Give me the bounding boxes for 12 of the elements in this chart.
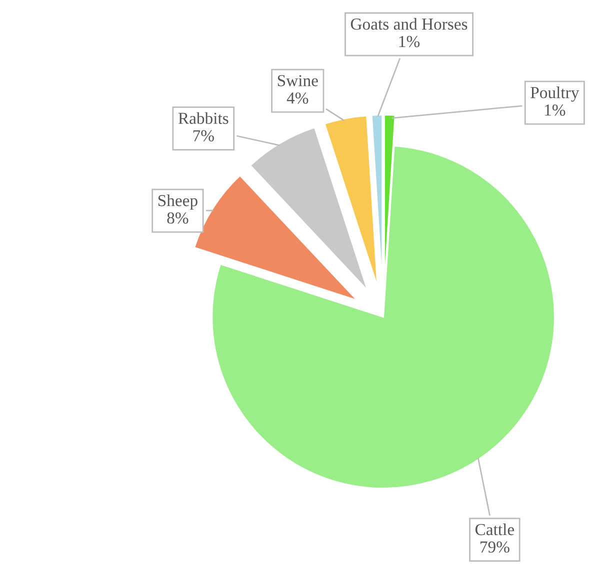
data-label: 7% xyxy=(193,130,214,142)
slice-label: Cattle xyxy=(475,523,514,536)
slice-label: Swine xyxy=(278,75,318,86)
slice-label: Goats and Horses xyxy=(350,18,468,30)
slice-label: Sheep xyxy=(158,194,198,210)
data-label: 8% xyxy=(167,212,188,224)
data-label: 1% xyxy=(545,104,566,116)
slice-label: Poultry xyxy=(530,86,580,102)
data-label: 1% xyxy=(399,36,420,48)
data-label: 4% xyxy=(286,92,308,104)
data-label: 79% xyxy=(480,541,510,553)
slice-label: Rabbits xyxy=(178,112,228,124)
